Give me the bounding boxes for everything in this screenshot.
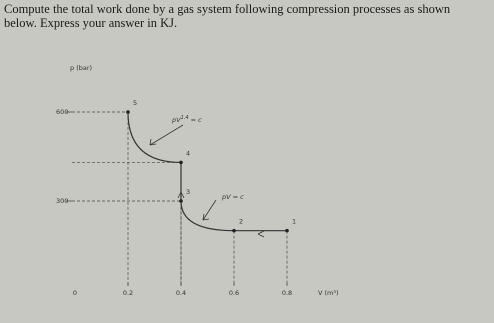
annotation: pV1.4 = c: [171, 115, 202, 125]
annotation: pV = c: [221, 193, 244, 201]
point-label: 2: [239, 218, 243, 226]
x-tick-label: 0.4: [176, 289, 186, 297]
point-label: 4: [186, 149, 190, 157]
arrow-head: [202, 213, 210, 221]
state-point: [179, 199, 183, 203]
y-tick-label: 600: [56, 108, 68, 116]
point-label: 1: [292, 218, 296, 226]
arrow-head: [149, 138, 157, 146]
x-axis-label: V (m³): [318, 289, 339, 297]
annotation-part: = c: [231, 193, 245, 201]
x-tick-label: 0.8: [282, 289, 292, 297]
process-line: [127, 111, 287, 232]
point-label: 3: [186, 188, 190, 196]
x-tick-label: 0.6: [229, 289, 239, 297]
y-axis-label: p (bar): [70, 64, 92, 72]
question: Compute the total work done by a gas sys…: [4, 2, 451, 30]
point-label: 5: [133, 99, 137, 107]
x-tick-label: 0: [73, 289, 77, 297]
state-point: [179, 160, 183, 165]
arrow-head: [257, 230, 265, 238]
state-point: [232, 228, 236, 233]
annotation-part: pV: [171, 116, 181, 124]
arrow: [202, 199, 217, 221]
annotation-part: pV: [221, 193, 231, 201]
y-tick-label: 300: [56, 197, 68, 205]
annotation-part: = c: [189, 116, 203, 124]
x-tick-label: 0.2: [123, 289, 133, 297]
state-point: [126, 110, 130, 114]
arrow: [149, 124, 184, 146]
annotation-part: 1.4: [181, 115, 189, 121]
arrow-head: [177, 191, 185, 199]
state-point: [285, 228, 289, 233]
